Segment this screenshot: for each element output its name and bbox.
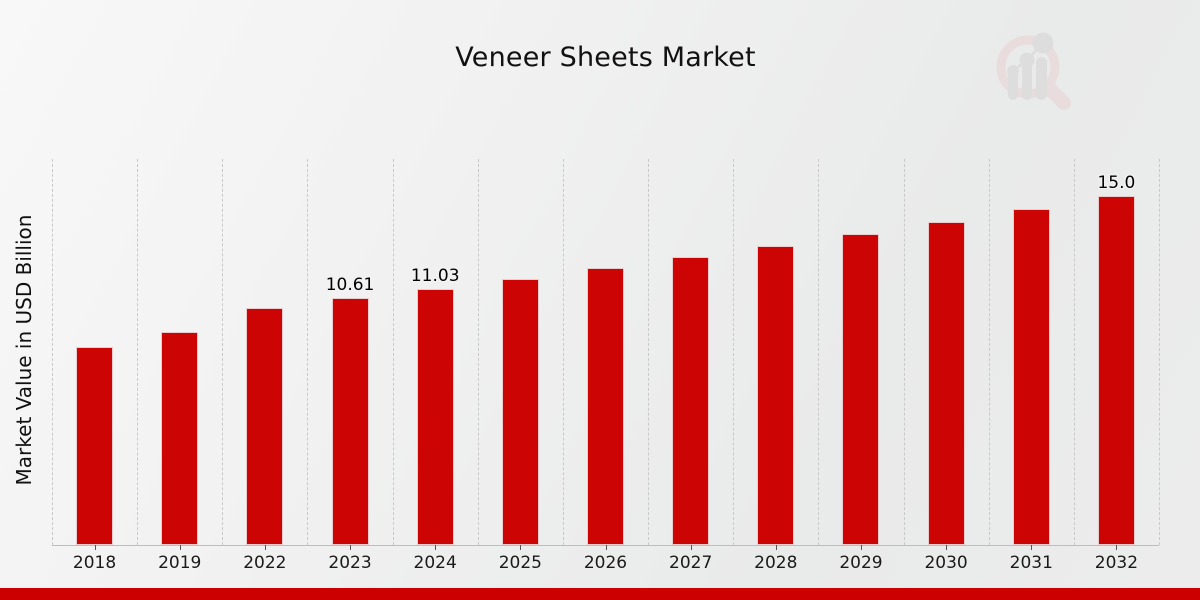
x-axis-label-2018: 2018 [72,553,117,573]
gridline [988,159,990,545]
bar-2030 [927,221,965,545]
x-axis-tick [435,545,437,550]
bar-2029 [842,234,880,545]
gridline [562,159,564,545]
bar-2022 [246,307,284,545]
bar-2028 [757,245,795,545]
plot-area: 2018 2019 2022 10.61 2023 11.03 2024 2025 2026 20… [52,159,1160,573]
x-axis-tick [1116,545,1118,550]
bar-2031 [1012,209,1050,545]
gridline [392,159,394,545]
gridline [1159,159,1160,545]
x-axis-label-2026: 2026 [583,553,628,573]
x-axis-label-2032: 2032 [1094,553,1139,573]
x-axis-label-2022: 2022 [243,553,287,573]
gridline [903,159,905,545]
x-axis-label-2023: 2023 [328,553,372,573]
x-axis-label-2031: 2031 [1009,553,1053,573]
gridline [52,159,53,545]
bar-2026 [587,268,624,545]
bar-2032 [1097,196,1135,545]
bar-value-label-2023: 10.61 [325,275,375,296]
gridline [137,159,139,545]
bar-2023 [331,298,369,545]
footer-accent-bar [0,588,1200,600]
x-axis-tick [690,545,692,550]
gridline [477,159,479,545]
bar-2019 [161,332,199,545]
bar-2024 [416,288,454,545]
gridline [818,159,820,545]
x-axis-label-2025: 2025 [498,553,542,573]
chart-title: Veneer Sheets Market [455,42,756,73]
x-axis-tick [264,545,266,550]
bar-value-label-2024: 11.03 [410,265,460,286]
x-axis-tick [94,545,96,550]
bar-2018 [76,347,114,545]
bar-2025 [501,278,539,545]
x-axis-label-2028: 2028 [754,553,798,573]
magnifier-bar-chart-logo-icon [996,32,1071,110]
gridline [733,159,735,545]
x-axis-label-2029: 2029 [839,553,883,573]
gridline [648,159,650,545]
x-axis-tick [179,545,181,550]
x-axis-tick [946,545,948,550]
x-axis-tick [605,545,607,550]
bar-2027 [672,257,710,545]
x-axis-tick [1031,545,1033,550]
x-axis-label-2019: 2019 [158,553,202,573]
x-axis-label-2030: 2030 [924,553,968,573]
gridline [307,159,309,545]
gridline [222,159,224,545]
bar-value-label-2032: 15.0 [1097,173,1136,194]
x-axis-label-2027: 2027 [669,553,713,573]
gridline [1073,159,1075,545]
x-axis-tick [775,545,777,550]
x-axis-tick [860,545,862,550]
x-axis-label-2024: 2024 [413,553,457,573]
x-axis-tick [520,545,522,550]
x-axis-tick [350,545,352,550]
y-axis-label: Market Value in USD Billion [12,214,36,486]
